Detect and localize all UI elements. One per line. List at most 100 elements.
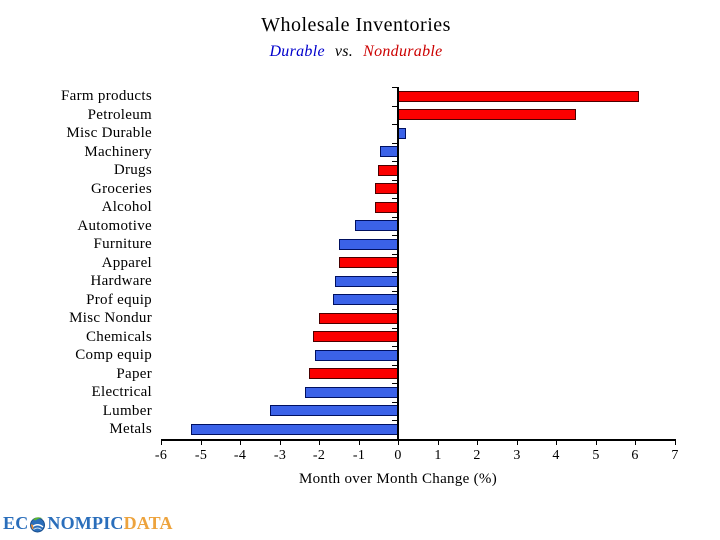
category-label: Machinery [84, 144, 152, 160]
category-label: Misc Durable [66, 125, 152, 141]
bar-nondurable [398, 91, 639, 102]
subtitle-vs-label: vs. [334, 43, 354, 60]
x-tick [359, 439, 360, 445]
category-label: Drugs [113, 162, 152, 178]
x-tick [477, 439, 478, 445]
x-tick [675, 439, 676, 445]
x-tick-label: -6 [154, 448, 168, 463]
x-tick-label: 1 [434, 448, 442, 463]
bar-nondurable [375, 202, 399, 213]
category-tick [392, 254, 398, 255]
subtitle-nondurable-label: Nondurable [363, 43, 443, 60]
bar-durable [191, 424, 399, 435]
x-tick [596, 439, 597, 445]
bar-nondurable [375, 183, 399, 194]
category-tick [392, 143, 398, 144]
category-label: Alcohol [101, 199, 152, 215]
x-tick [319, 439, 320, 445]
bar-durable [270, 405, 399, 416]
chart-title: Wholesale Inventories [261, 14, 451, 36]
category-tick [392, 402, 398, 403]
category-label: Misc Nondur [69, 310, 152, 326]
x-tick [438, 439, 439, 445]
category-tick [392, 420, 398, 421]
x-axis-line [161, 439, 675, 441]
category-label: Metals [109, 421, 152, 437]
category-label: Hardware [90, 273, 152, 289]
x-tick [556, 439, 557, 445]
subtitle-durable-label: Durable [269, 43, 325, 60]
category-label: Chemicals [85, 329, 152, 345]
bar-nondurable [319, 313, 398, 324]
category-label: Petroleum [87, 107, 152, 123]
bar-nondurable [309, 368, 398, 379]
x-tick [161, 439, 162, 445]
x-tick-label: 4 [552, 448, 560, 463]
x-tick-label: -1 [352, 448, 366, 463]
x-axis-title: Month over Month Change (%) [298, 471, 498, 487]
category-tick [392, 198, 398, 199]
bar-nondurable [313, 331, 398, 342]
chart-subtitle: Durable vs. Nondurable [0, 43, 712, 61]
x-tick-label: 6 [631, 448, 639, 463]
x-tick-label: -4 [233, 448, 247, 463]
x-tick [517, 439, 518, 445]
bar-durable [355, 220, 398, 231]
category-label: Paper [116, 366, 152, 382]
x-tick-label: 0 [394, 448, 402, 463]
category-label: Lumber [102, 403, 152, 419]
x-tick-label: 7 [671, 448, 679, 463]
x-tick-label: 5 [592, 448, 600, 463]
category-label: Electrical [91, 384, 152, 400]
logo-text-data: DATA [123, 512, 173, 533]
x-tick-label: 2 [473, 448, 481, 463]
bar-nondurable [398, 109, 576, 120]
category-tick [392, 235, 398, 236]
x-tick [201, 439, 202, 445]
category-label: Prof equip [86, 292, 152, 308]
category-tick [392, 365, 398, 366]
category-tick [392, 87, 398, 88]
category-label: Automotive [77, 218, 152, 234]
bar-durable [380, 146, 398, 157]
category-tick [392, 161, 398, 162]
econompicdata-logo: EC NOMPIC DATA [3, 510, 173, 536]
category-label: Furniture [93, 236, 152, 252]
bar-nondurable [339, 257, 398, 268]
category-label: Farm products [61, 88, 152, 104]
category-tick [392, 106, 398, 107]
x-tick [280, 439, 281, 445]
bar-durable [315, 350, 398, 361]
bar-durable [339, 239, 398, 250]
logo-text-ec: EC [3, 512, 29, 533]
x-tick [240, 439, 241, 445]
x-tick-label: -3 [273, 448, 287, 463]
bar-durable [398, 128, 406, 139]
x-tick [635, 439, 636, 445]
zero-axis-line [397, 87, 399, 439]
category-tick [392, 217, 398, 218]
category-tick [392, 346, 398, 347]
category-tick [392, 272, 398, 273]
category-tick [392, 383, 398, 384]
bar-durable [333, 294, 398, 305]
category-tick [392, 328, 398, 329]
x-tick [398, 439, 399, 445]
bar-nondurable [378, 165, 398, 176]
globe-icon [29, 516, 46, 533]
category-tick [392, 180, 398, 181]
category-tick [392, 291, 398, 292]
category-label: Comp equip [75, 347, 152, 363]
category-label: Apparel [101, 255, 152, 271]
category-tick [392, 124, 398, 125]
logo-text-nompic: NOMPIC [47, 512, 124, 533]
bar-durable [335, 276, 398, 287]
x-tick-label: 3 [513, 448, 521, 463]
x-tick-label: -5 [194, 448, 208, 463]
category-tick [392, 309, 398, 310]
category-label: Groceries [90, 181, 152, 197]
x-tick-label: -2 [312, 448, 326, 463]
bar-durable [305, 387, 398, 398]
